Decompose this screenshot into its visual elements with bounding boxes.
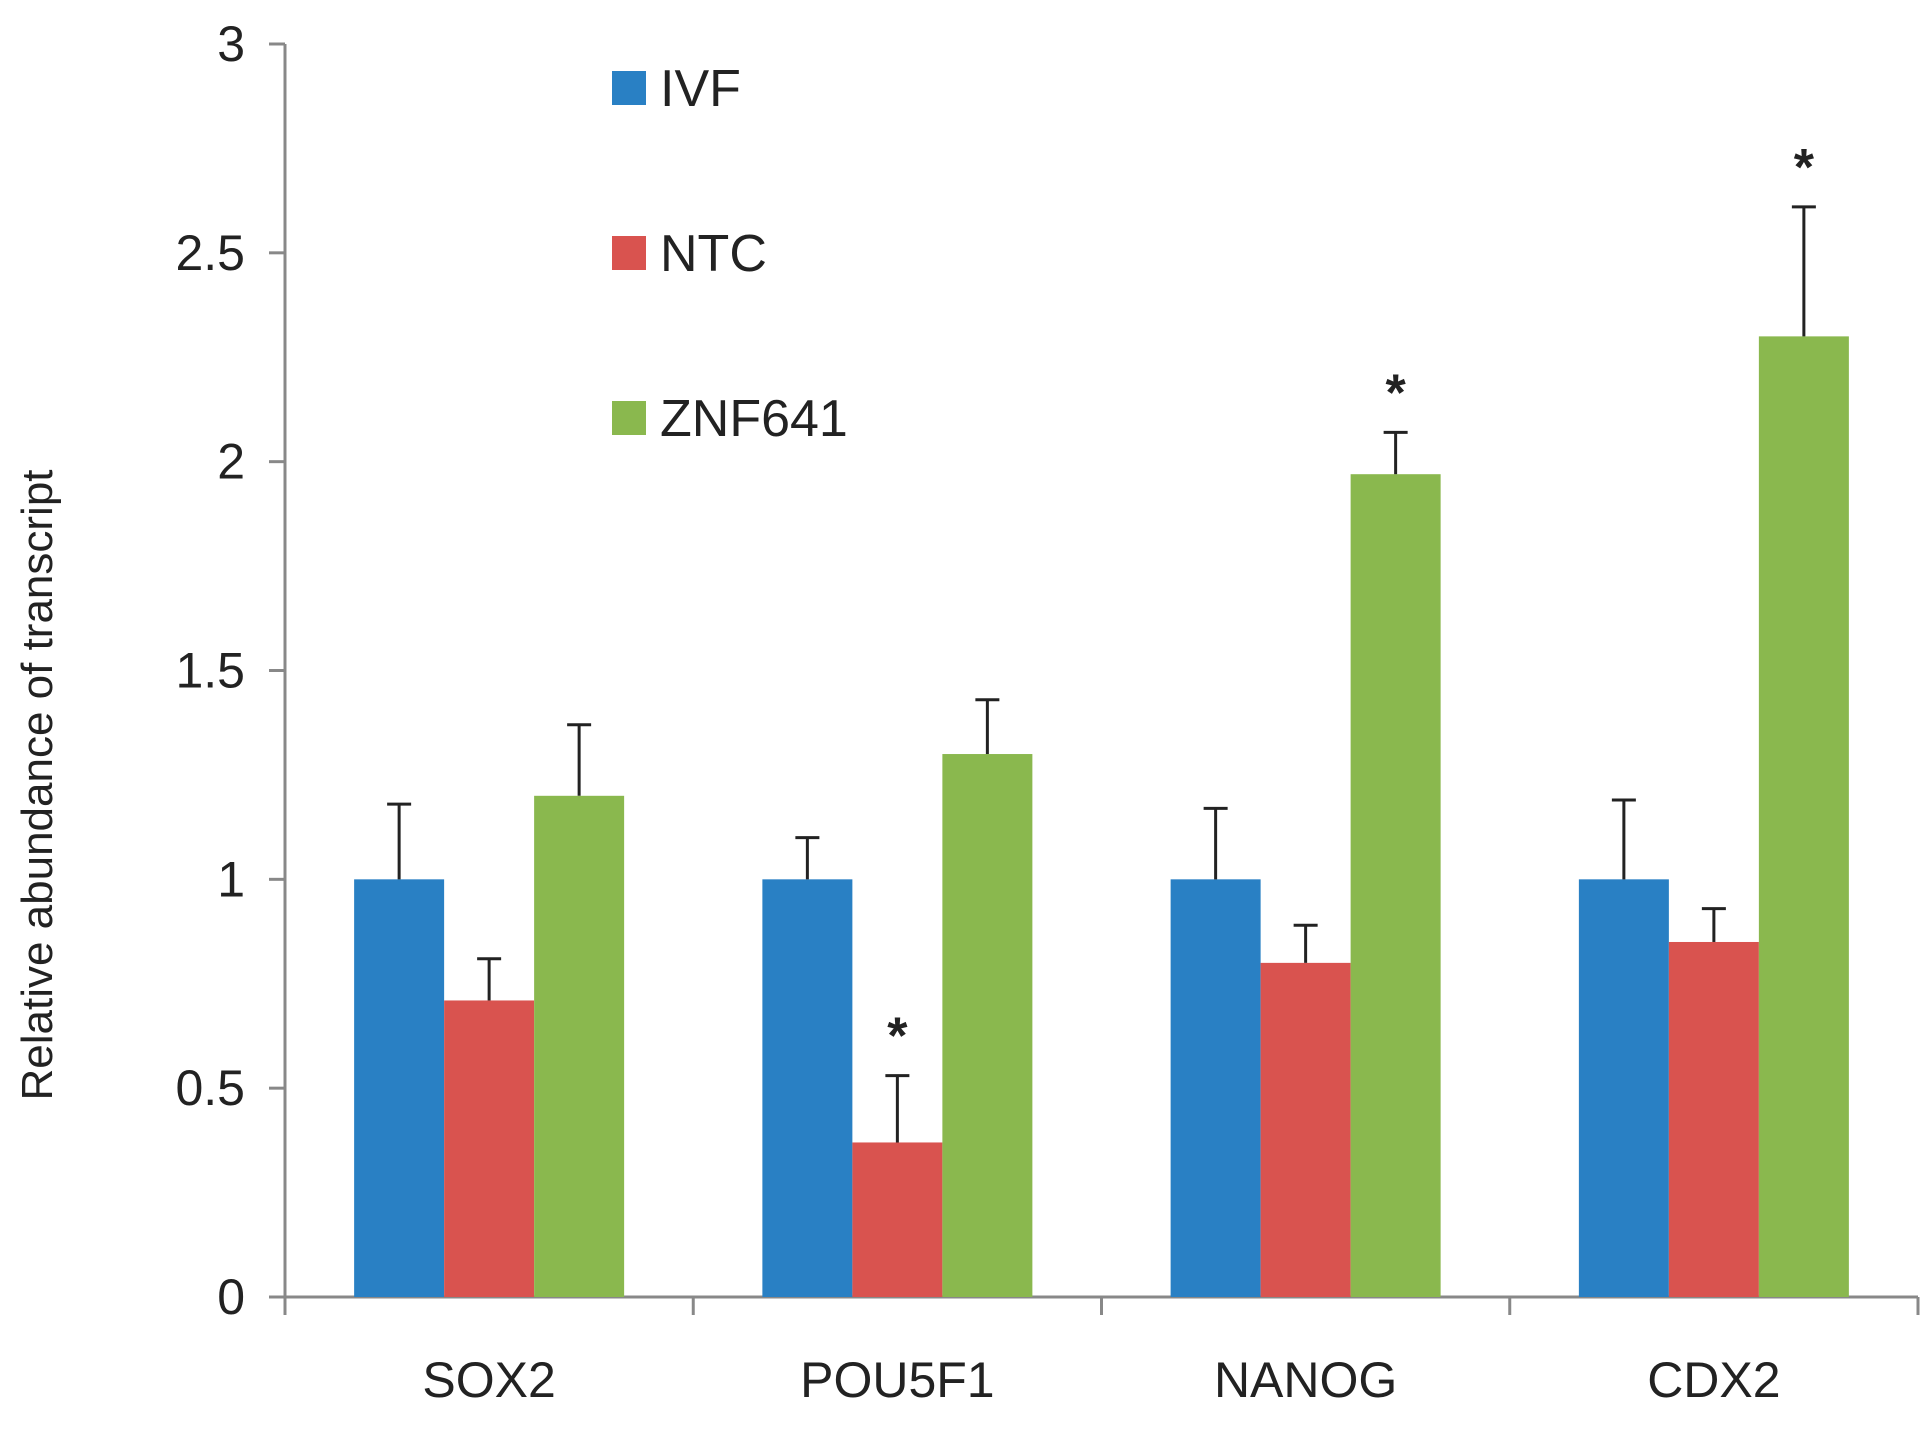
significance-markers: * * * xyxy=(887,139,1815,1066)
y-tick-label: 0.5 xyxy=(175,1060,245,1116)
x-category-label: NANOG xyxy=(1214,1352,1397,1408)
x-category-label: CDX2 xyxy=(1647,1352,1780,1408)
legend-label: NTC xyxy=(660,225,767,283)
significance-star: * xyxy=(887,1008,908,1066)
legend-swatch xyxy=(612,401,646,435)
y-axis-label: Relative abundance of transcript xyxy=(13,469,62,1100)
bar xyxy=(1578,879,1669,1297)
y-tick-label: 3 xyxy=(217,16,245,72)
x-category-label: POU5F1 xyxy=(800,1352,995,1408)
bar xyxy=(852,1142,943,1297)
significance-star: * xyxy=(1794,139,1815,197)
y-tick-label: 2.5 xyxy=(175,225,245,281)
y-tick-label: 2 xyxy=(217,434,245,490)
bar xyxy=(942,754,1033,1297)
bar xyxy=(534,795,625,1297)
bar xyxy=(1668,941,1759,1297)
bar xyxy=(762,879,853,1297)
bar xyxy=(354,879,445,1297)
error-bars xyxy=(387,205,1816,1143)
significance-star: * xyxy=(1386,364,1407,422)
bar xyxy=(444,1000,535,1297)
legend-label: IVF xyxy=(660,60,741,118)
y-tick-label: 1.5 xyxy=(175,643,245,699)
legend-label: ZNF641 xyxy=(660,390,848,448)
y-tick-label: 0 xyxy=(217,1269,245,1325)
legend-swatch xyxy=(612,236,646,270)
x-category-label: SOX2 xyxy=(422,1352,555,1408)
y-tick-label: 1 xyxy=(217,851,245,907)
legend-swatch xyxy=(612,71,646,105)
bar xyxy=(1758,336,1849,1297)
bar xyxy=(1170,879,1261,1297)
axes: 0 0.5 1 1.5 2 2.5 3 SOX2 POU5F1 NANOG CDX2 xyxy=(175,16,1920,1408)
bar xyxy=(1260,962,1351,1297)
bar xyxy=(1350,474,1441,1297)
bars xyxy=(354,336,1849,1297)
legend: IVF NTC ZNF641 xyxy=(612,60,848,448)
